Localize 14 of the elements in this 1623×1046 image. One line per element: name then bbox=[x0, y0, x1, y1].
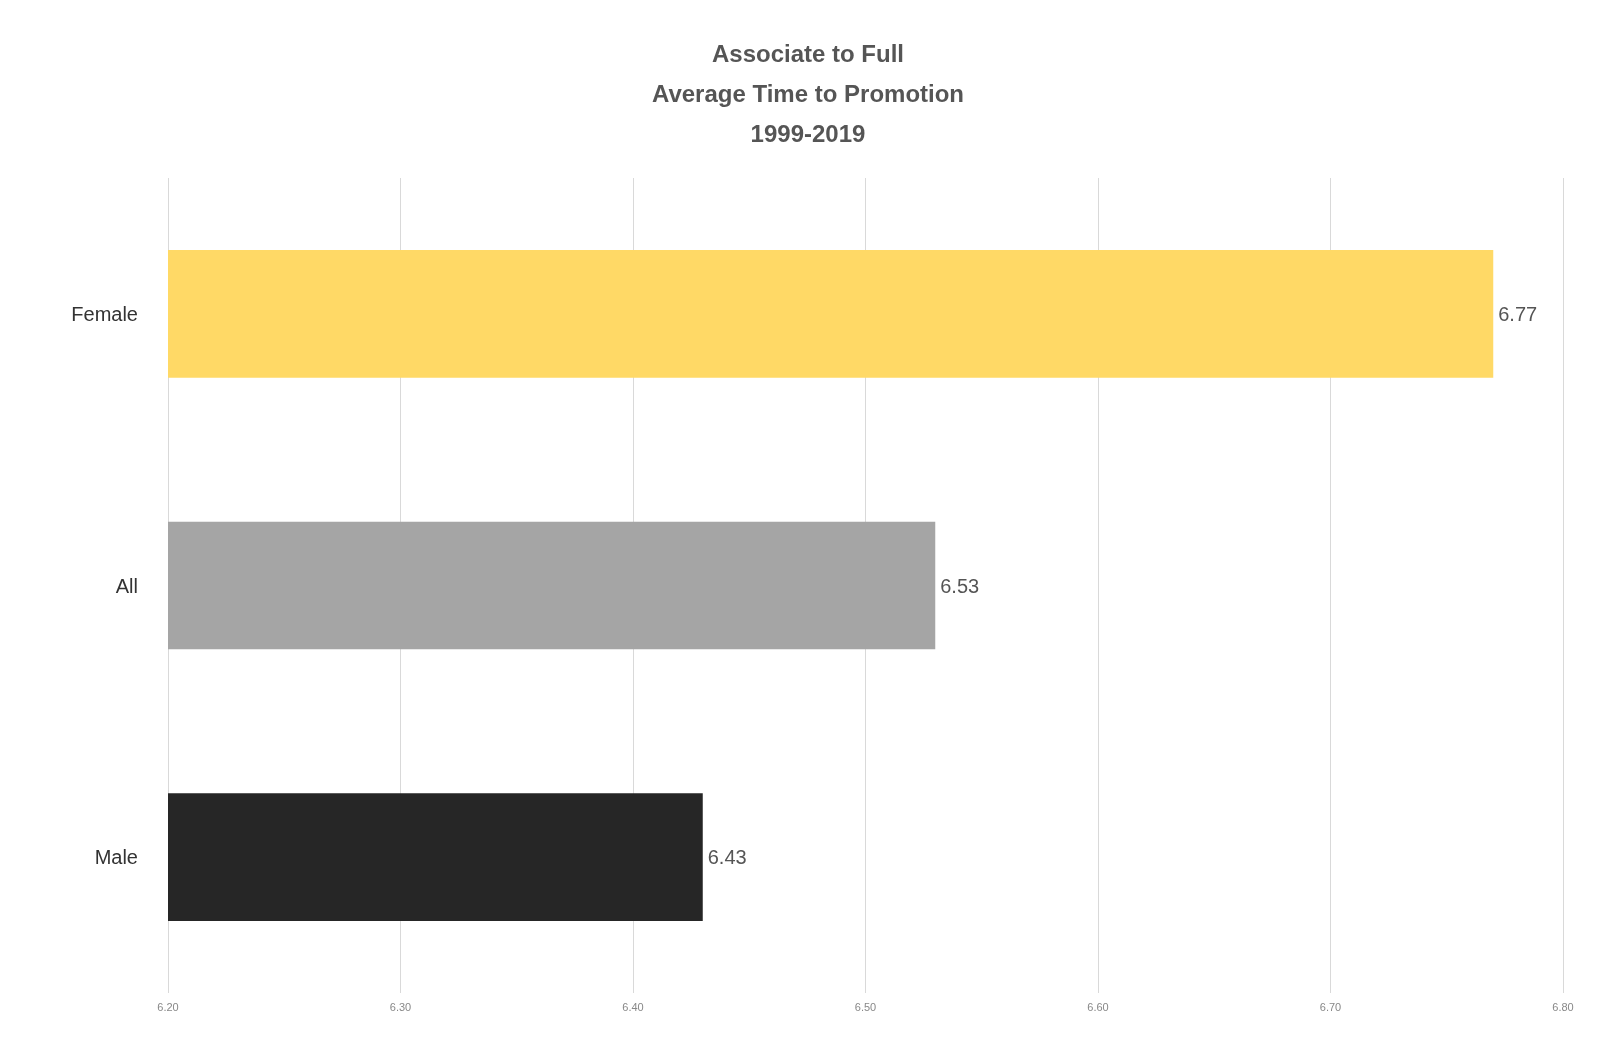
data-label: 6.53 bbox=[940, 574, 980, 597]
x-tick-label: 6.40 bbox=[622, 1000, 644, 1013]
y-tick-label: Male bbox=[94, 846, 138, 869]
data-label: 6.77 bbox=[1498, 302, 1538, 325]
y-tick-label: Female bbox=[71, 302, 138, 325]
y-tick-label: All bbox=[115, 574, 138, 597]
x-tick-label: 6.50 bbox=[854, 1000, 877, 1013]
x-tick-label: 6.60 bbox=[1087, 1000, 1109, 1013]
data-label: 6.43 bbox=[707, 846, 747, 869]
x-tick-label: 6.30 bbox=[389, 1000, 412, 1013]
x-tick-label: 6.70 bbox=[1319, 1000, 1342, 1013]
x-tick-label: 6.80 bbox=[1552, 1000, 1574, 1013]
x-tick-label: 6.20 bbox=[157, 1000, 179, 1013]
chart-title: Associate to Full Average Time to Promotion 1999-2019 bbox=[651, 39, 965, 147]
